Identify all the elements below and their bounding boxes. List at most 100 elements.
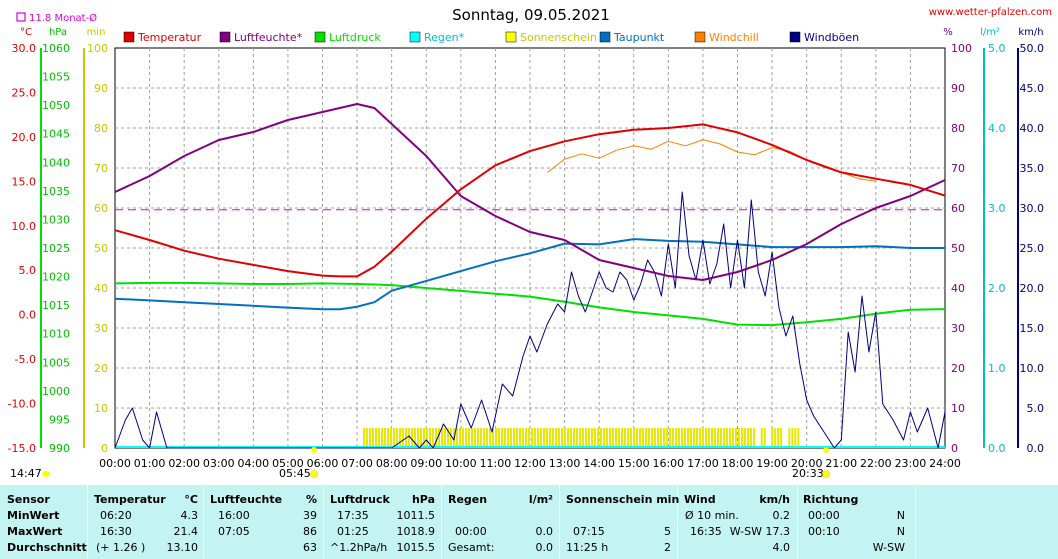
- avg-temp-trend: (+ 1.26 ): [96, 541, 146, 554]
- temp-tick-label: 15.0: [12, 175, 37, 188]
- series-temperatur-line: [114, 123, 946, 278]
- time-tick-label: 06:00: [307, 457, 339, 470]
- time-tick-label: 04:00: [237, 457, 269, 470]
- sunset-icon: [822, 470, 830, 478]
- header-temperature-unit: °C: [184, 493, 198, 506]
- legend-swatch: [505, 31, 517, 43]
- wind-tick-label: 25.0: [1020, 242, 1045, 255]
- legend-label: Windböen: [804, 31, 859, 44]
- rain-tick-label: 2.0: [988, 282, 1006, 295]
- wind-tick-label: 20.0: [1020, 282, 1045, 295]
- pressure-unit: hPa: [49, 27, 67, 38]
- humidity-tick-label: 40: [951, 282, 965, 295]
- rain-unit: l/m²: [980, 27, 1000, 38]
- pressure-tick-label: 1020: [42, 271, 70, 284]
- pressure-tick-label: 1005: [42, 356, 70, 369]
- sunrise-icon: [310, 470, 318, 478]
- pressure-tick-label: 1045: [42, 128, 70, 141]
- max-hum-time: 07:05: [218, 525, 250, 538]
- minutes-tick-label: 60: [94, 202, 108, 215]
- header-humidity-unit: %: [305, 493, 317, 506]
- row-label-min: MinWert: [7, 509, 60, 522]
- rain-tick-label: 5.0: [988, 42, 1006, 55]
- pressure-tick-label: 990: [49, 442, 70, 455]
- plot-area: [114, 103, 946, 449]
- time-tick-label: 16:00: [652, 457, 684, 470]
- min-wind-value: 0.2: [772, 509, 791, 522]
- max-press-value: 1018.9: [396, 525, 436, 538]
- humidity-tick-label: 10: [951, 402, 965, 415]
- max-temp-time: 16:30: [100, 525, 132, 538]
- avg-temp-value: 13.10: [166, 541, 199, 554]
- max-rain-value: 0.0: [535, 525, 554, 538]
- time-tick-label: 21:00: [825, 457, 857, 470]
- series-luftdruck-line: [114, 281, 946, 327]
- wind-tick-label: 10.0: [1020, 362, 1045, 375]
- moon-icon: [42, 471, 50, 477]
- legend-label: Regen*: [424, 31, 465, 44]
- legend-label: Temperatur: [137, 31, 202, 44]
- avg-wind-value: 4.0: [772, 541, 791, 554]
- wind-tick-label: 0.0: [1027, 442, 1045, 455]
- max-temp-value: 21.4: [173, 525, 199, 538]
- time-tick-label: 00:00: [99, 457, 131, 470]
- legend-swatch: [219, 31, 231, 43]
- max-wind-time: 16:35: [690, 525, 722, 538]
- column-divider: [441, 485, 442, 559]
- avg-hum-value: 63: [303, 541, 317, 554]
- time-tick-label: 18:00: [722, 457, 754, 470]
- legend-swatch: [789, 31, 801, 43]
- pressure-tick-label: 1035: [42, 185, 70, 198]
- pressure-tick-label: 1000: [42, 385, 70, 398]
- time-tick-label: 19:00: [756, 457, 788, 470]
- temp-tick-label: -10.0: [8, 398, 36, 411]
- wind-tick-label: 45.0: [1020, 82, 1045, 95]
- minutes-tick-label: 90: [94, 82, 108, 95]
- legend-swatch: [123, 31, 135, 43]
- min-dir-time: 00:00: [808, 509, 840, 522]
- min-press-value: 1011.5: [396, 509, 436, 522]
- pressure-tick-label: 1040: [42, 156, 70, 169]
- min-temp-time: 06:20: [100, 509, 132, 522]
- minutes-tick-label: 80: [94, 122, 108, 135]
- max-hum-value: 86: [303, 525, 317, 538]
- humidity-tick-label: 50: [951, 242, 965, 255]
- time-tick-label: 05:00: [272, 457, 304, 470]
- wind-tick-label: 40.0: [1020, 122, 1045, 135]
- minutes-tick-label: 70: [94, 162, 108, 175]
- rain-tick-label: 0.0: [988, 442, 1006, 455]
- minutes-tick-label: 50: [94, 242, 108, 255]
- minutes-tick-label: 30: [94, 322, 108, 335]
- time-tick-label: 09:00: [410, 457, 442, 470]
- legend-swatch: [314, 31, 326, 43]
- header-humidity: Luftfeuchte: [210, 493, 283, 506]
- time-tick-label: 10:00: [445, 457, 477, 470]
- legend-label: Luftfeuchte*: [234, 31, 303, 44]
- moonrise-time: 14:47: [10, 467, 42, 480]
- min-hum-value: 39: [303, 509, 317, 522]
- temp-unit: °C: [20, 27, 32, 38]
- total-rain-label: Gesamt:: [448, 541, 495, 554]
- wind-tick-label: 5.0: [1027, 402, 1045, 415]
- max-dir-time: 00:10: [808, 525, 840, 538]
- column-divider: [559, 485, 560, 559]
- site-link[interactable]: www.wetter-pfalzen.com: [929, 7, 1052, 18]
- avg-press-value: 1015.5: [396, 541, 436, 554]
- temp-tick-label: -5.0: [15, 353, 36, 366]
- chart-title: Sonntag, 09.05.2021: [452, 6, 610, 24]
- column-divider: [203, 485, 204, 559]
- header-wind: Wind: [684, 493, 716, 506]
- time-tick-label: 15:00: [618, 457, 650, 470]
- time-tick-label: 20:00: [791, 457, 823, 470]
- total-sun-hours: 11:25 h: [566, 541, 609, 554]
- temp-tick-label: 10.0: [12, 220, 37, 233]
- temp-tick-label: 0.0: [19, 309, 37, 322]
- legend-swatch: [694, 31, 706, 43]
- max-sun-time: 07:15: [573, 525, 605, 538]
- humidity-tick-label: 90: [951, 82, 965, 95]
- min-wind-time: Ø 10 min.: [685, 509, 739, 522]
- sunrise-time: 05:45: [279, 467, 311, 480]
- humidity-unit: %: [943, 27, 953, 38]
- minutes-tick-label: 100: [87, 42, 108, 55]
- temp-tick-label: 30.0: [12, 42, 37, 55]
